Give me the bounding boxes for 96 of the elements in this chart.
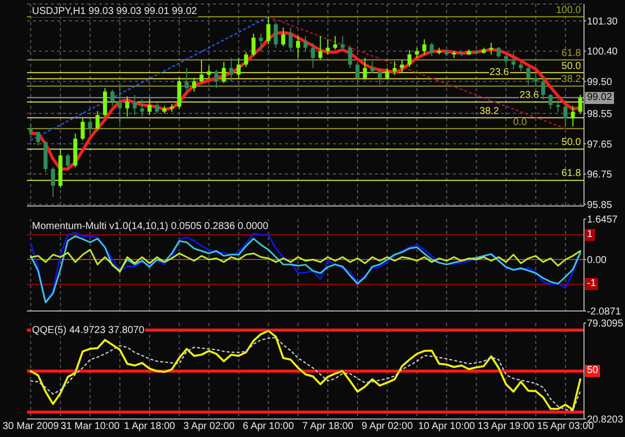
- candlestick: [526, 66, 530, 86]
- chart-title: USDJPY,H1 99.03 99.03 99.01 99.02: [31, 6, 198, 17]
- y-tick-label: 97.65: [587, 139, 612, 150]
- annotation: 100.0: [554, 4, 582, 16]
- candlestick: [496, 46, 501, 58]
- candlestick: [118, 84, 122, 124]
- candlestick: [400, 59, 404, 74]
- candlestick: [274, 22, 278, 48]
- candlestick: [229, 57, 234, 82]
- candlestick: [385, 67, 390, 80]
- x-tick-label: 30 Mar 2009: [2, 421, 60, 432]
- ref-line-label: 50: [585, 365, 600, 378]
- chart-title: Momentum-Multi v1.0(14,10,1) 0.0505 0.2836 0.0000: [31, 221, 270, 232]
- candlestick: [132, 94, 137, 116]
- candlestick: [192, 77, 196, 92]
- candlestick: [50, 166, 55, 198]
- candlestick: [511, 52, 516, 70]
- candlestick: [504, 54, 508, 66]
- x-tick-label: 31 Mar 10:00: [60, 421, 120, 432]
- candlestick: [541, 76, 546, 100]
- candlestick: [518, 61, 523, 72]
- candlestick: [148, 98, 152, 116]
- y-tick-label: -2.0871: [587, 306, 622, 318]
- y-tick-label: 0.00: [587, 255, 607, 266]
- candlestick: [214, 69, 218, 89]
- candlestick: [348, 46, 352, 68]
- candlestick: [422, 38, 426, 55]
- x-tick-label: 7 Apr 18:00: [302, 421, 354, 432]
- candlestick: [28, 123, 33, 138]
- candlestick: [236, 57, 241, 79]
- annotation: 61.8: [560, 168, 582, 180]
- candlestick: [296, 35, 300, 58]
- candlestick: [244, 52, 248, 68]
- candlestick: [570, 106, 575, 128]
- candlestick: [200, 59, 204, 83]
- candlestick: [258, 33, 263, 52]
- candlestick: [340, 35, 345, 50]
- chart-title: QQE(5) 44.9723 37.8070: [31, 325, 146, 336]
- candlestick: [414, 47, 419, 58]
- candlestick: [362, 57, 367, 80]
- candlestick: [378, 67, 382, 86]
- annotation: 0.0: [512, 116, 528, 128]
- candlestick: [184, 67, 189, 93]
- x-tick-label: 6 Apr 10:00: [242, 421, 294, 432]
- y-tick-label: 101.30: [587, 16, 618, 28]
- annotation: 61.8: [560, 48, 582, 59]
- y-tick-label: 79.3095: [587, 318, 624, 330]
- candlestick: [125, 96, 130, 117]
- x-tick-label: 3 Apr 02:00: [183, 421, 235, 432]
- candlestick: [88, 118, 92, 136]
- candlestick: [578, 94, 582, 114]
- x-tick-label: 15 Apr 03:00: [537, 421, 594, 432]
- candlestick: [252, 33, 256, 57]
- y-tick-label: 1.6457: [587, 214, 618, 226]
- candlestick: [430, 42, 434, 57]
- y-tick-label: 100.40: [587, 46, 618, 58]
- ref-line-label: -1: [585, 278, 598, 290]
- x-tick-label: 1 Apr 18:00: [124, 421, 176, 432]
- x-tick-label: 10 Apr 10:00: [418, 421, 476, 432]
- annotation: 38.2: [478, 106, 500, 117]
- candlestick: [288, 27, 293, 52]
- annotation: 23.6: [488, 66, 510, 78]
- candlestick: [154, 102, 159, 114]
- y-tick-label: 98.55: [587, 108, 612, 120]
- candlestick: [36, 131, 40, 146]
- candlestick: [392, 60, 397, 76]
- y-tick-label: 99.50: [587, 76, 612, 88]
- candlestick: [310, 42, 315, 68]
- line-series: [30, 248, 582, 273]
- candlestick: [102, 88, 107, 118]
- candlestick: [534, 70, 538, 87]
- y-tick-label: 95.85: [587, 200, 612, 211]
- x-tick-label: 9 Apr 02:00: [362, 421, 414, 432]
- candlestick: [222, 61, 226, 84]
- candlestick: [80, 118, 85, 141]
- candlestick: [407, 50, 412, 68]
- y-tick-label: 96.75: [587, 170, 612, 181]
- candlestick: [304, 35, 308, 52]
- candlestick: [266, 16, 270, 45]
- candlestick: [66, 153, 70, 170]
- annotation: 38.2: [560, 74, 582, 86]
- ref-line-label: 1: [585, 228, 595, 241]
- ref-line-label: 99.02: [585, 92, 614, 104]
- candlestick: [318, 35, 322, 60]
- candlestick: [333, 35, 338, 50]
- candlestick: [355, 61, 360, 83]
- annotation: 23.6: [518, 90, 540, 101]
- x-tick-label: 13 Apr 19:00: [478, 421, 535, 432]
- candlestick: [281, 27, 286, 47]
- candlestick: [563, 102, 568, 128]
- candlestick: [110, 89, 114, 107]
- candlestick: [96, 110, 100, 131]
- candlestick: [548, 94, 553, 110]
- candlestick: [370, 60, 374, 74]
- annotation: 50.0: [560, 60, 582, 72]
- annotation: 50.0: [560, 137, 582, 148]
